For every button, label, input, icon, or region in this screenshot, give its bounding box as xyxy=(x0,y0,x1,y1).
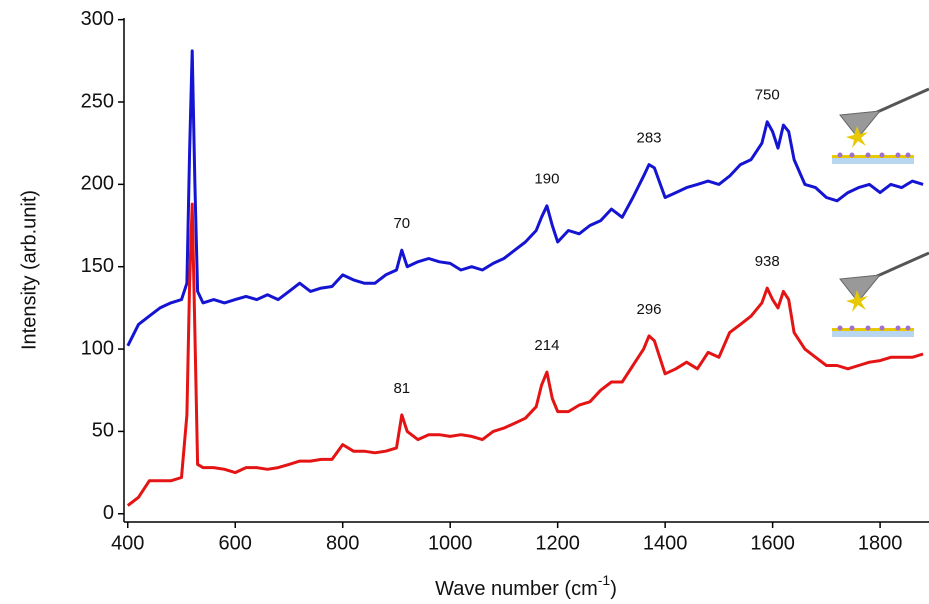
y-tick-label: 100 xyxy=(81,337,114,359)
x-tick-label: 800 xyxy=(326,532,359,554)
line-series xyxy=(126,49,924,347)
peak-label: 283 xyxy=(637,130,662,147)
x-tick-label: 1800 xyxy=(858,532,903,554)
y-tick-label: 300 xyxy=(81,8,114,30)
x-tick-label: 1000 xyxy=(428,532,473,554)
x-tick-label: 1400 xyxy=(643,532,688,554)
y-tick-label: 150 xyxy=(81,255,114,277)
x-tick-label: 400 xyxy=(111,532,144,554)
peak-label: 81 xyxy=(393,380,410,397)
tip-icon xyxy=(832,251,929,337)
x-label-end: ) xyxy=(610,578,617,600)
x-tick-label: 1200 xyxy=(535,532,580,554)
peak-label: 214 xyxy=(534,337,559,354)
peak-label: 70 xyxy=(393,215,410,232)
peak-label: 750 xyxy=(755,87,780,104)
y-tick-label: 250 xyxy=(81,90,114,112)
y-tick-label: 200 xyxy=(81,173,114,195)
x-label-main: Wave number (cm xyxy=(435,578,598,600)
y-tick-label: 50 xyxy=(92,420,114,442)
x-tick-label: 1600 xyxy=(750,532,795,554)
x-axis-label: Wave number (cm-1) xyxy=(435,572,617,601)
tip-icon xyxy=(832,87,929,164)
y-tick-label: 0 xyxy=(103,502,114,524)
peak-label: 296 xyxy=(637,301,662,318)
x-tick-label: 600 xyxy=(219,532,252,554)
peak-label: 190 xyxy=(534,171,559,188)
x-label-sup: -1 xyxy=(598,572,611,588)
y-axis-label: Intensity (arb.unit) xyxy=(18,190,40,350)
peak-label: 938 xyxy=(755,253,780,270)
line-series xyxy=(126,202,924,507)
